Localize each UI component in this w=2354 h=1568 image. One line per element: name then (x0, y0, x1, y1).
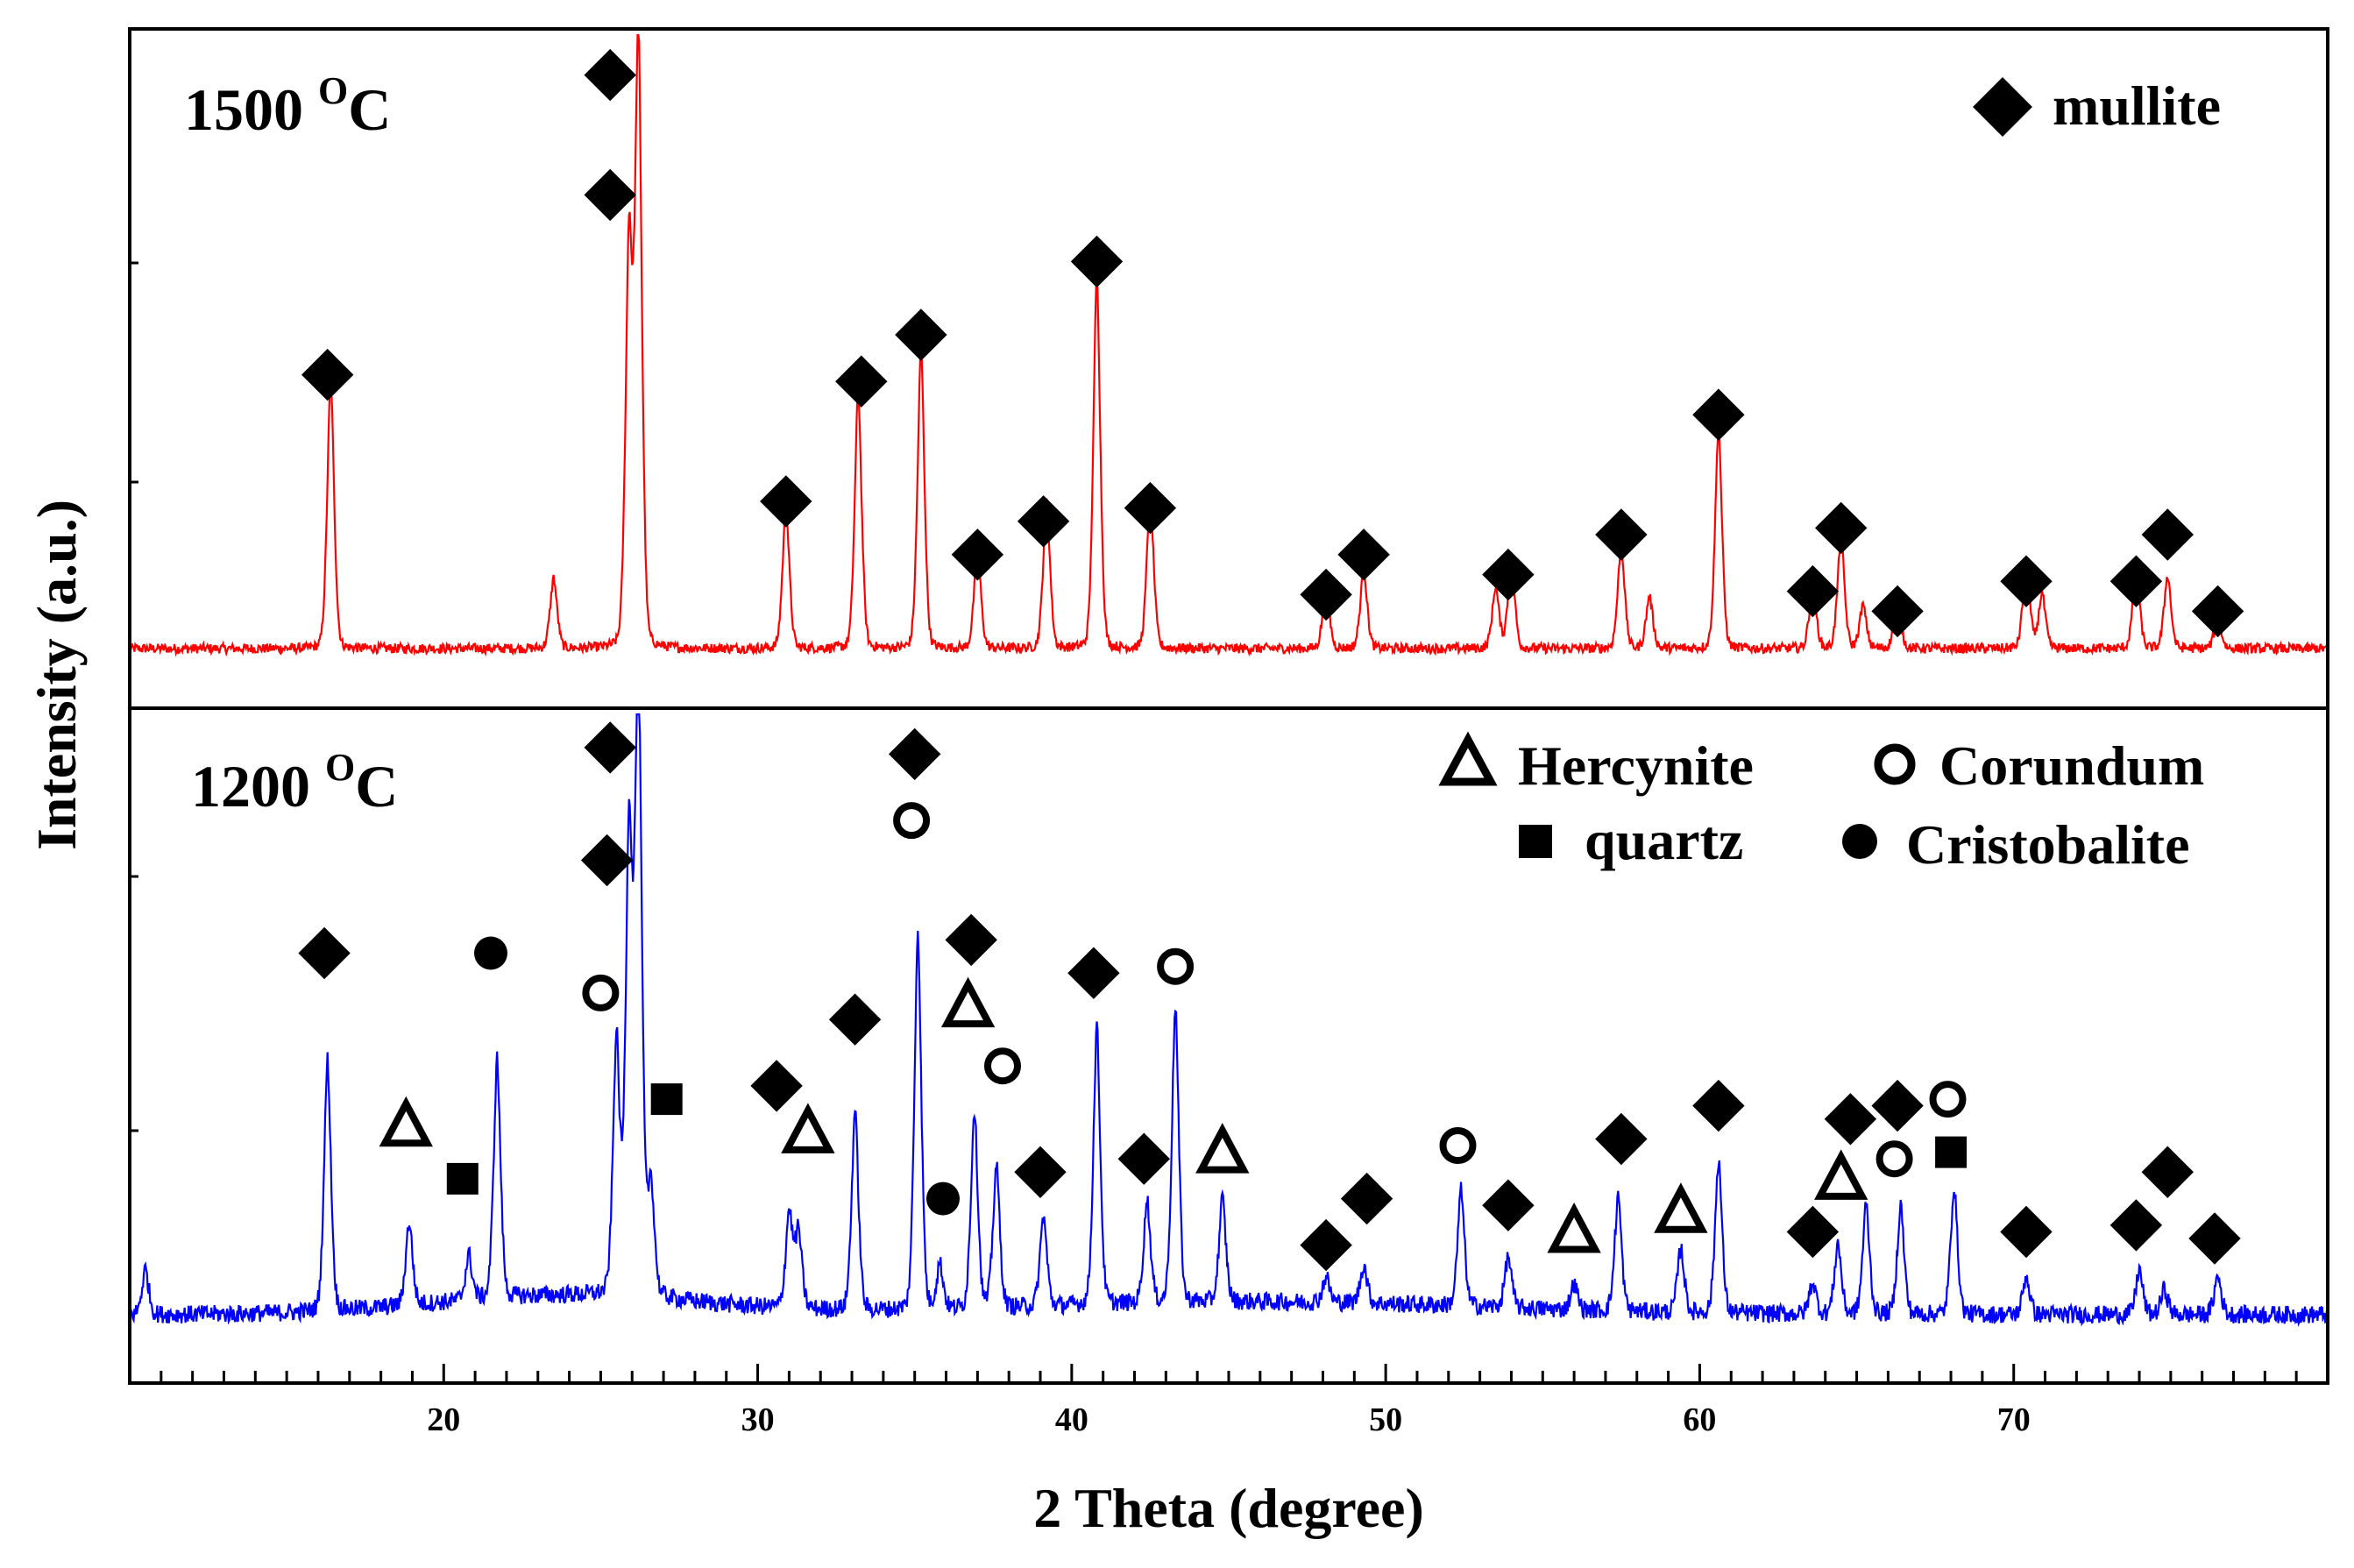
hercynite-marker (1814, 1149, 1868, 1200)
hercynite-marker (379, 1096, 433, 1147)
legend-mullite-marker (1973, 77, 2032, 137)
corundum-marker (1157, 947, 1195, 985)
x-tick-label: 20 (427, 1401, 460, 1438)
top-xrd-trace (128, 33, 2329, 657)
mullite-marker (2188, 1212, 2241, 1265)
mullite-marker (2000, 1205, 2053, 1259)
legend-hercynite-label: Hercynite (1518, 734, 1754, 797)
x-tick-label: 50 (1369, 1401, 1402, 1438)
mullite-marker (2109, 1199, 2163, 1252)
legend-corundum-marker (1874, 743, 1916, 785)
mullite-marker (2141, 508, 2194, 561)
top-trace-group (128, 33, 2329, 657)
corundum-marker (582, 974, 620, 1011)
cristobalite-marker (474, 936, 507, 970)
legend-cristobalite-marker (1842, 824, 1877, 859)
x-tick-label: 70 (1997, 1401, 2031, 1438)
legend-quartz-marker (1519, 825, 1552, 858)
x-tick-label: 60 (1683, 1401, 1716, 1438)
quartz-marker (1935, 1136, 1968, 1168)
legend-cristobalite-label: Cristobalite (1906, 813, 2190, 876)
x-axis-ticks (160, 1364, 2298, 1383)
bottom-xrd-trace (128, 713, 2329, 1327)
x-axis-tick-labels: 20 30 40 50 60 70 (427, 1401, 2030, 1438)
top-legend: mullite (1973, 74, 2221, 137)
top-panel-label: 1500 OC (184, 69, 391, 143)
corundum-marker (984, 1047, 1021, 1085)
legend-corundum-label: Corundum (1939, 734, 2204, 797)
legend-quartz-label: quartz (1585, 809, 1743, 871)
mullite-marker (2191, 585, 2244, 638)
hercynite-marker (1654, 1182, 1708, 1233)
corundum-marker (1929, 1081, 1967, 1118)
bottom-panel-label: 1200 OC (191, 746, 398, 819)
mullite-marker (1786, 1205, 1840, 1259)
x-tick-label: 30 (741, 1401, 775, 1438)
mullite-marker (2109, 555, 2163, 607)
mullite-marker (2000, 555, 2053, 607)
bottom-trace-group (128, 713, 2329, 1327)
hercynite-marker (940, 976, 996, 1028)
legend-mullite-label: mullite (2053, 74, 2221, 137)
y-axis-title: Intensity (a.u.) (25, 500, 88, 850)
hercynite-marker (1195, 1123, 1250, 1174)
bottom-legend: Hercynite Corundum quartz Cristobalite (1438, 731, 2204, 876)
mullite-marker (2141, 1146, 2194, 1198)
x-axis-title: 2 Theta (degree) (1033, 1477, 1424, 1539)
quartz-marker (650, 1083, 683, 1116)
cristobalite-marker (926, 1181, 960, 1216)
mullite-marker (1815, 501, 1868, 555)
corundum-marker (1875, 1140, 1913, 1178)
quartz-marker (446, 1162, 479, 1195)
legend-hercynite-marker (1438, 731, 1498, 786)
hercynite-marker (781, 1103, 835, 1153)
corundum-marker (1439, 1127, 1477, 1164)
hercynite-marker (1547, 1203, 1601, 1253)
mullite-marker (1824, 1093, 1877, 1146)
corundum-marker (893, 802, 931, 840)
mullite-marker (1871, 1079, 1924, 1132)
x-tick-label: 40 (1055, 1401, 1088, 1438)
mullite-marker (1871, 585, 1924, 638)
mullite-marker (1786, 564, 1840, 618)
